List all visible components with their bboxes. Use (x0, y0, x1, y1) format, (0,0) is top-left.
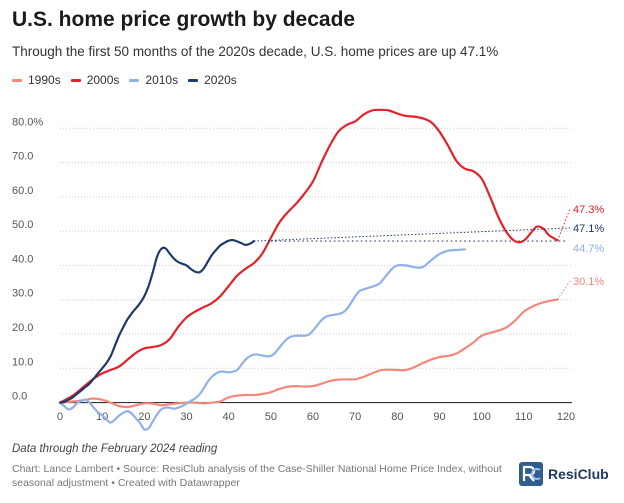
chart-subtitle: Through the first 50 months of the 2020s… (12, 44, 499, 59)
x-tick-label: 40 (223, 411, 235, 423)
end-label-connector (253, 227, 571, 242)
legend-label: 2000s (86, 73, 120, 87)
x-tick-label: 30 (180, 411, 192, 423)
legend-item-2020s: 2020s (188, 73, 237, 87)
legend-swatch (70, 78, 81, 82)
x-tick-label: 0 (57, 411, 63, 423)
y-tick-label: 80.0% (12, 116, 43, 128)
data-footnote: Data through the February 2024 reading (12, 443, 218, 455)
legend-label: 2020s (204, 73, 237, 87)
chart-title: U.S. home price growth by decade (12, 8, 356, 31)
legend-item-2010s: 2010s (129, 73, 178, 87)
x-tick-label: 80 (391, 411, 403, 423)
end-label-connector (557, 280, 571, 300)
brand-name: ResiClub (548, 466, 609, 482)
legend-swatch (188, 78, 199, 82)
legend-swatch (12, 78, 22, 82)
legend-label: 2010s (145, 73, 179, 87)
y-tick-label: 20.0 (12, 322, 33, 334)
legend-swatch (129, 78, 140, 82)
source-credit: Chart: Lance Lambert • Source: ResiClub … (12, 463, 502, 489)
series-line-2000s (58, 108, 559, 404)
grid-lines (60, 127, 572, 404)
y-tick-label: 50.0 (12, 219, 33, 231)
x-tick-label: 70 (349, 411, 361, 423)
axis-labels: 0.010.020.030.040.050.060.070.080.0%0 10 2… (12, 116, 575, 423)
legend-label: 1990s (28, 73, 61, 87)
resiclub-logo-icon (519, 462, 543, 486)
chart-legend: 1990s 2000s 2010s 2020s (12, 73, 237, 87)
x-tick-label: 50 (265, 411, 277, 423)
x-tick-label: 20 (138, 411, 150, 423)
end-label-connector (557, 208, 571, 241)
y-tick-label: 60.0 (12, 185, 33, 197)
y-tick-label: 30.0 (12, 288, 33, 300)
y-tick-label: 0.0 (12, 391, 27, 403)
x-tick-label: 100 (472, 411, 490, 423)
y-tick-label: 70.0 (12, 151, 33, 163)
series-line-2020s (58, 238, 256, 404)
end-label-1990s: 30.1% (573, 276, 604, 288)
end-labels: 30.1% 47.3% 44.7% 47.1% (253, 204, 604, 300)
series-line-1990s (58, 298, 559, 409)
x-tick-label: 60 (307, 411, 319, 423)
y-tick-label: 10.0 (12, 356, 33, 368)
end-label-2000s: 47.3% (573, 204, 604, 216)
brand-logo: ResiClub (518, 461, 609, 487)
line-chart: 0.010.020.030.040.050.060.070.080.0%0 10 2… (12, 108, 604, 431)
series-lines (58, 108, 559, 431)
series-line-2010s (58, 248, 466, 431)
x-tick-label: 110 (515, 411, 533, 423)
end-label-2010s: 44.7% (573, 243, 604, 255)
x-tick-label: 120 (557, 411, 575, 423)
legend-item-2000s: 2000s (70, 73, 120, 87)
legend-item-1990s: 1990s (12, 73, 61, 87)
end-label-2020s: 47.1% (573, 223, 604, 235)
x-tick-label: 90 (433, 411, 445, 423)
y-tick-label: 40.0 (12, 253, 33, 265)
